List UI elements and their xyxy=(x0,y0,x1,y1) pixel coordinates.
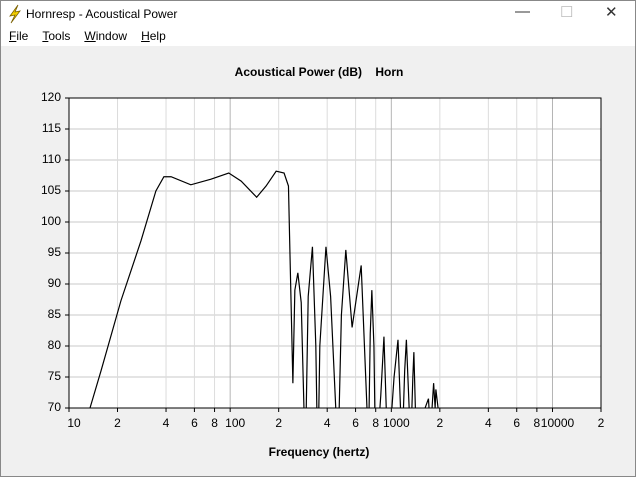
app-icon xyxy=(9,4,21,24)
close-button[interactable]: ✕ xyxy=(605,4,618,21)
menu-item[interactable]: File xyxy=(9,29,29,43)
menu-item[interactable]: Tools xyxy=(42,29,71,43)
menu-bar: File Tools Window Help xyxy=(1,26,635,46)
y-tick-label: 110 xyxy=(42,152,61,166)
y-tick-label: 120 xyxy=(41,90,61,104)
minimize-button[interactable]: — xyxy=(515,3,530,20)
x-tick-label: 6 xyxy=(191,416,198,430)
x-tick-label: 1000 xyxy=(383,416,410,430)
y-tick-label: 80 xyxy=(48,338,62,352)
plot-border xyxy=(68,97,602,409)
y-tick-label: 115 xyxy=(42,121,61,135)
y-tick-label: 105 xyxy=(41,183,61,197)
title-bar: Hornresp - Acoustical Power — ☐ ✕ xyxy=(1,1,635,26)
x-tick-label: 4 xyxy=(485,416,492,430)
x-tick-label: 8 xyxy=(534,416,541,430)
window-title: Hornresp - Acoustical Power xyxy=(26,7,178,21)
menu-item[interactable]: Window xyxy=(84,29,128,43)
x-tick-label: 6 xyxy=(513,416,520,430)
data-line xyxy=(89,170,439,408)
x-tick-label: 10000 xyxy=(541,416,575,430)
menu-item[interactable]: Help xyxy=(141,29,166,43)
x-tick-label: 4 xyxy=(163,416,170,430)
x-tick-label: 2 xyxy=(275,416,282,430)
x-tick-label: 8 xyxy=(372,416,379,430)
y-tick-label: 90 xyxy=(48,276,62,290)
x-tick-label: 2 xyxy=(114,416,121,430)
x-tick-label: 4 xyxy=(324,416,331,430)
x-axis-title: Frequency (hertz) xyxy=(269,445,370,459)
y-tick-label: 85 xyxy=(48,307,62,321)
y-tick-label: 70 xyxy=(48,400,62,414)
y-tick-label: 100 xyxy=(41,214,61,228)
chart-title: Acoustical Power (dB) Horn xyxy=(235,65,404,79)
y-tick-label: 95 xyxy=(48,245,62,259)
maximize-button[interactable]: ☐ xyxy=(560,4,574,21)
x-tick-label: 10 xyxy=(67,416,81,430)
x-tick-label: 8 xyxy=(211,416,218,430)
x-tick-label: 6 xyxy=(352,416,359,430)
x-tick-label: 2 xyxy=(436,416,443,430)
x-tick-label: 2 xyxy=(598,416,605,430)
y-tick-label: 75 xyxy=(48,369,62,383)
x-tick-label: 100 xyxy=(225,416,245,430)
